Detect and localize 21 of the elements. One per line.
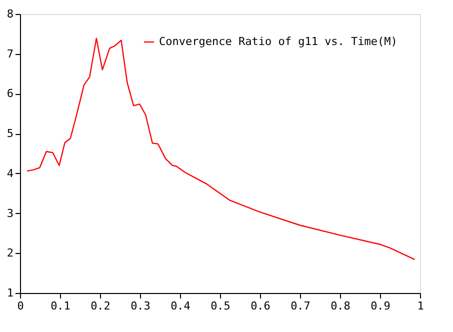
x-tick-label: 0.8 [330,300,350,312]
x-tick-label: 0.3 [130,300,150,312]
x-tick-label: 0.5 [210,300,230,312]
x-tick-label: 0.6 [250,300,270,312]
y-tick-label: 3 [6,206,14,220]
x-tick-label: 0.2 [90,300,110,312]
x-tick-label: 0.4 [170,300,191,312]
y-tick-label: 7 [6,47,14,60]
x-tick-label: 0.9 [370,300,390,312]
y-tick-label: 2 [6,246,14,260]
y-tick-label: 6 [6,87,14,100]
line-series [26,38,416,260]
y-tick-label: 4 [6,166,14,180]
y-tick-label: 1 [6,286,14,300]
x-tick-label: 0.1 [50,300,70,312]
legend-label: Convergence Ratio of g11 vs. Time(M) [159,35,398,48]
y-tick-label: 8 [6,8,14,20]
x-tick-label: 1 [417,300,424,312]
x-tick-label: 0 [17,300,24,312]
y-tick-label: 5 [6,127,14,140]
x-tick-label: 0.7 [290,300,310,312]
